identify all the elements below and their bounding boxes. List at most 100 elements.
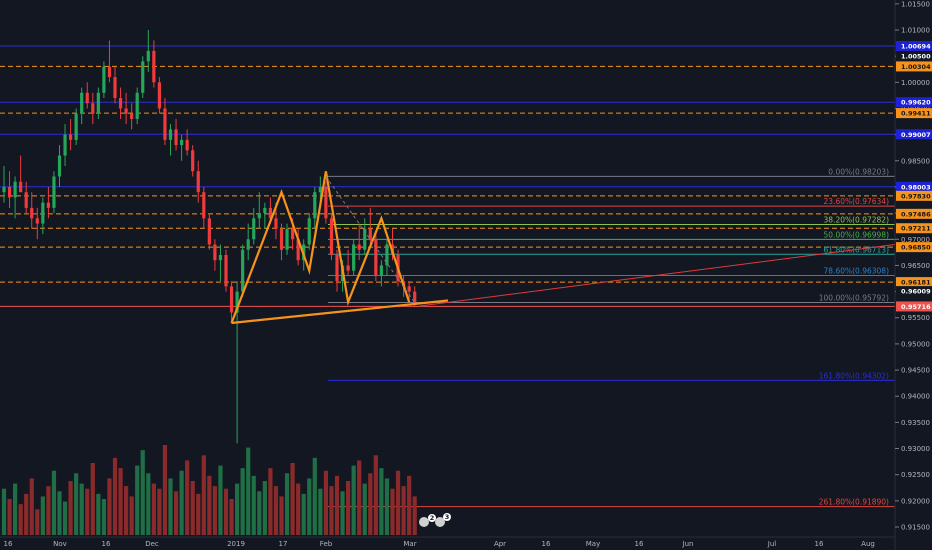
volume-bar-25: [140, 450, 145, 535]
candle-body-25: [141, 61, 145, 93]
fib-level-label-0: 0.00%(0.98203): [828, 167, 889, 176]
volume-bar-57: [318, 488, 323, 535]
volume-bar-61: [340, 491, 345, 535]
horizontal-levels[interactable]: [0, 45, 895, 307]
candle-body-20: [113, 77, 117, 99]
candle-body-59: [329, 218, 334, 255]
candle-body-0: [2, 186, 6, 193]
time-tick-label-5: 17: [279, 540, 288, 548]
event-badge-count: [428, 514, 436, 522]
fib-anchor-line[interactable]: [325, 176, 416, 303]
candle-body-67: [374, 239, 378, 276]
candle-body-5: [30, 207, 34, 219]
candle-body-6: [35, 218, 39, 224]
price-tag-box-0: [896, 41, 932, 52]
time-tick-label-9: 16: [542, 540, 551, 548]
volume-bar-70: [390, 488, 395, 535]
pattern-zigzag[interactable]: [230, 171, 411, 324]
time-tick-label-7: Mar: [403, 540, 416, 548]
volume-bar-6: [35, 509, 40, 535]
pattern-drawings[interactable]: [230, 171, 896, 325]
candle-body-1: [7, 186, 12, 198]
price-tag-label-13: 0.95716: [901, 303, 931, 311]
volume-bar-73: [407, 475, 412, 535]
candle-body-30: [168, 129, 173, 140]
price-tag-box-11: [896, 277, 932, 288]
time-tick-label-4: 2019: [227, 540, 245, 548]
price-tag-label-1: 1.00500: [901, 53, 931, 61]
candle-body-41: [229, 286, 234, 313]
volume-bar-17: [96, 493, 101, 535]
candle-body-31: [174, 129, 178, 146]
candle-body-9: [52, 176, 56, 208]
volume-bar-0: [1, 488, 7, 535]
volume-bar-12: [68, 481, 73, 535]
price-tag-label-12: 0.96009: [901, 288, 931, 296]
fib-level-label-5: 78.60%(0.96308): [824, 266, 890, 275]
volume-bar-55: [307, 478, 312, 535]
price-tick-label-9: 0.97000: [901, 236, 930, 244]
price-tag-label-4: 0.99411: [901, 110, 931, 118]
event-badge-icon-2[interactable]: [435, 517, 445, 527]
candle-body-49: [274, 218, 278, 229]
price-tick-label-15: 0.94000: [901, 393, 930, 401]
price-tag-box-9: [896, 223, 932, 234]
volume-bar-51: [284, 473, 290, 535]
volume-bar-33: [185, 460, 190, 535]
volume-bar-69: [384, 478, 390, 535]
time-axis[interactable]: 16 Nov 16 Dec 2019 17 Feb Mar Apr 16 May 16 Jun Jul 16…: [0, 536, 895, 548]
fibonacci-retracement[interactable]: 0.00%(0.98203) 23.60%(0.97634) 38.20%(0.97…: [328, 167, 895, 508]
candle-body-55: [307, 218, 311, 245]
price-tag-label-5: 0.99007: [901, 131, 931, 139]
candle-body-12: [69, 134, 73, 140]
volume-bar-7: [40, 496, 45, 535]
volume-bar-14: [79, 483, 84, 535]
volume-bar-18: [101, 499, 106, 535]
neckline[interactable]: [231, 299, 449, 325]
price-tag-box-4: [896, 108, 932, 119]
candle-body-36: [202, 192, 206, 219]
price-tick-label-14: 0.94500: [901, 367, 930, 375]
volume-bar-29: [162, 445, 168, 535]
price-tick-label-10: 0.96500: [901, 262, 930, 270]
volume-bar-53: [296, 483, 301, 535]
candles: [2, 30, 417, 444]
volume-bar-24: [135, 465, 140, 535]
candle-body-58: [324, 186, 328, 219]
candle-body-65: [363, 228, 367, 250]
candle-body-48: [268, 207, 272, 219]
candle-body-47: [263, 207, 267, 214]
event-badges[interactable]: 2 3: [419, 513, 451, 527]
candle-body-57: [318, 186, 322, 193]
candle-body-50: [279, 228, 284, 250]
candle-body-56: [313, 192, 317, 219]
candle-body-63: [352, 244, 356, 271]
projection-line[interactable]: [419, 243, 896, 307]
price-tag-label-11: 0.96181: [901, 279, 931, 287]
candle-body-34: [191, 150, 195, 172]
volume-bar-39: [218, 465, 223, 535]
price-tag-box-10: [896, 242, 932, 253]
volume-bar-3: [18, 504, 23, 535]
volume-bar-23: [129, 496, 134, 535]
volume-bar-45: [251, 475, 256, 535]
volume-bar-44: [246, 447, 251, 535]
time-tick-label-13: Jul: [767, 540, 777, 548]
fib-level-label-8: 261.80%(0.91890): [819, 498, 889, 507]
volume-bar-65: [362, 483, 367, 535]
event-badge-icon[interactable]: [419, 517, 429, 527]
price-tick-label-6: 0.98500: [901, 157, 930, 165]
candle-body-43: [241, 249, 245, 292]
candle-body-39: [218, 254, 223, 261]
time-tick-label-15: Aug: [861, 540, 875, 548]
candle-body-46: [257, 213, 261, 219]
volume-bar-60: [334, 475, 340, 535]
price-tag-box-2: [896, 61, 932, 72]
price-tick-label-12: 0.95500: [901, 314, 930, 322]
volume-bar-36: [201, 455, 206, 535]
price-tag-label-3: 0.99620: [901, 99, 931, 107]
volume-bar-66: [368, 473, 373, 535]
price-tag-box-13: [896, 301, 932, 312]
time-tick-label-10: May: [586, 540, 600, 548]
